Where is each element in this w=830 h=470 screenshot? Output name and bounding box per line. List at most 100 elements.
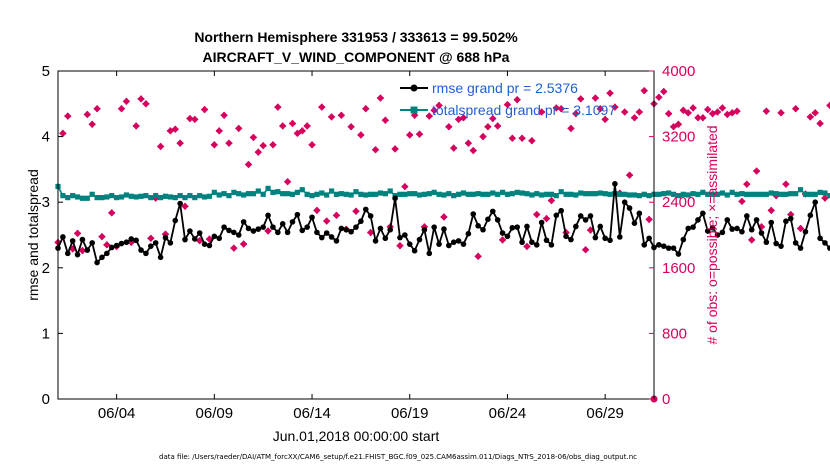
totalspread-point [617, 191, 623, 197]
obs-assimilated-point [542, 214, 551, 223]
totalspread-point [177, 193, 183, 199]
obs-assimilated-point [484, 123, 492, 131]
totalspread-point [285, 191, 291, 197]
totalspread-point [226, 193, 232, 199]
rmse-point [787, 215, 794, 222]
totalspread-point [465, 191, 471, 197]
totalspread-point [426, 191, 432, 197]
x-axis-label: Jun.01,2018 00:00:00 start [273, 428, 440, 444]
rmse-point [94, 259, 100, 266]
rmse-point [470, 211, 477, 217]
rmse-point [709, 224, 716, 231]
rmse-point [626, 205, 633, 211]
totalspread-point [807, 191, 813, 197]
rmse-point [778, 243, 784, 249]
obs-assimilated-point [655, 93, 663, 101]
totalspread-point [455, 191, 462, 197]
rmse-point [372, 238, 379, 244]
rmse-point [221, 224, 227, 230]
obs-assimilated-point [591, 94, 600, 102]
obs-assimilated-point [689, 104, 697, 112]
obs-assimilated-point [254, 148, 262, 156]
rmse-point [494, 217, 501, 223]
rmse-point [323, 230, 330, 236]
rmse-point [426, 250, 433, 257]
rmse-point [104, 250, 110, 257]
obs-assimilated-point [357, 131, 365, 139]
obs-assimilated-point [537, 108, 546, 116]
rmse-point [646, 235, 652, 242]
rmse-point [162, 234, 169, 241]
totalspread-point [192, 195, 198, 201]
rmse-point [294, 211, 301, 218]
rmse-point [817, 235, 823, 242]
obs-assimilated-point [718, 104, 727, 112]
rmse-point [739, 228, 745, 235]
obs-assimilated-point [469, 146, 477, 155]
totalspread-point [734, 191, 740, 197]
rmse-point [636, 210, 643, 217]
obs-assimilated-point [279, 122, 287, 130]
totalspread-point [94, 195, 100, 201]
plot-content [54, 87, 830, 403]
totalspread-point [60, 193, 66, 199]
totalspread-point [79, 195, 86, 201]
totalspread-point [573, 192, 579, 198]
rmse-point [157, 254, 164, 261]
totalspread-point [622, 191, 628, 197]
rmse-point [807, 212, 814, 219]
obs-assimilated-point [401, 182, 409, 191]
totalspread-point [382, 191, 388, 197]
rmse-point [436, 241, 442, 247]
rmse-point [499, 230, 506, 236]
y-left-tick-label: 2 [42, 260, 50, 277]
totalspread-point [250, 191, 257, 197]
rmse-point [621, 199, 628, 205]
rmse-point [118, 240, 125, 247]
totalspread-point [548, 191, 555, 197]
obs-assimilated-point [376, 94, 385, 102]
rmse-point [812, 199, 819, 205]
totalspread-point [118, 194, 125, 200]
rmse-point [182, 236, 188, 243]
totalspread-point [436, 191, 442, 197]
totalspread-point [451, 193, 457, 199]
rmse-point [333, 238, 340, 244]
totalspread-point [314, 191, 320, 197]
rmse-point [480, 226, 486, 233]
totalspread-point [490, 190, 496, 196]
totalspread-point [783, 191, 789, 197]
rmse-point [602, 235, 608, 242]
rmse-point [783, 218, 789, 225]
rmse-point [724, 217, 731, 223]
rmse-point [69, 238, 76, 244]
totalspread-point [744, 191, 750, 197]
obs-assimilated-point [303, 122, 311, 130]
rmse-point [533, 242, 540, 248]
totalspread-point [363, 192, 369, 198]
obs-assimilated-point [210, 141, 219, 149]
data-file-footer: data file: /Users/raeder/DAI/ATM_forcXX/… [159, 453, 637, 461]
totalspread-point [275, 189, 281, 195]
rmse-point [74, 251, 81, 258]
totalspread-point [221, 191, 227, 197]
rmse-point [485, 216, 491, 223]
obs-assimilated-point [323, 217, 331, 225]
obs-assimilated-point [586, 226, 595, 234]
totalspread-point [421, 191, 427, 197]
obs-assimilated-point [313, 206, 321, 215]
rmse-point [177, 200, 183, 207]
rmse-point [763, 239, 770, 246]
rmse-point [597, 223, 604, 230]
rmse-point [201, 241, 208, 247]
rmse-point [450, 239, 457, 246]
obs-assimilated-point [132, 122, 140, 130]
rmse-point [582, 217, 589, 223]
totalspread-point [670, 191, 677, 197]
obs-assimilated-point [762, 107, 771, 115]
totalspread-point [128, 193, 134, 199]
totalspread-point [768, 190, 774, 196]
rmse-point [231, 229, 237, 236]
obs-assimilated-point [220, 111, 228, 119]
obs-assimilated-point [362, 105, 370, 113]
